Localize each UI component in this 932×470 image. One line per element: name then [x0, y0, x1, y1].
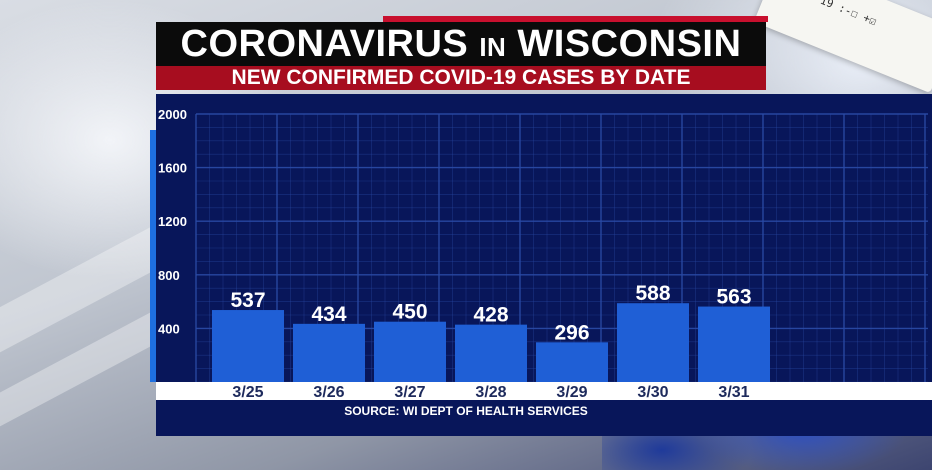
data-label: 428 [473, 304, 508, 327]
bar [374, 321, 446, 382]
x-axis-strip [156, 382, 932, 400]
x-tick-label: 3/29 [556, 384, 587, 401]
chart-subtitle: NEW CONFIRMED COVID-19 CASES BY DATE [156, 66, 766, 90]
y-tick-label: 400 [158, 321, 180, 336]
panel-accent-bar [150, 130, 156, 382]
source-caption: SOURCE: WI DEPT OF HEALTH SERVICES [344, 404, 588, 418]
data-label: 450 [392, 301, 427, 324]
bar [212, 310, 284, 382]
x-tick-label: 3/27 [394, 384, 425, 401]
title-in: IN [479, 32, 507, 62]
x-tick-label: 3/30 [637, 384, 668, 401]
data-label: 296 [554, 321, 589, 344]
data-label: 537 [230, 289, 265, 312]
x-tick-label: 3/25 [232, 384, 263, 401]
y-tick-label: 1600 [158, 161, 187, 176]
bar [617, 303, 689, 382]
data-label: 563 [716, 286, 751, 309]
bar [455, 324, 527, 382]
y-tick-label: 2000 [158, 107, 187, 122]
data-label: 588 [635, 282, 670, 305]
title-accent-bar [383, 16, 768, 22]
y-tick-label: 1200 [158, 214, 187, 229]
y-tick-label: 800 [158, 268, 180, 283]
title-part2: WISCONSIN [517, 23, 742, 65]
title-part1: CORONAVIRUS [180, 23, 469, 65]
x-tick-label: 3/28 [475, 384, 506, 401]
x-tick-label: 3/31 [718, 384, 749, 401]
bar [293, 323, 365, 382]
bar [698, 306, 770, 382]
data-label: 434 [311, 303, 346, 326]
page-title: CORONAVIRUS IN WISCONSIN [156, 22, 766, 66]
x-tick-label: 3/26 [313, 384, 344, 401]
bar [536, 342, 608, 382]
